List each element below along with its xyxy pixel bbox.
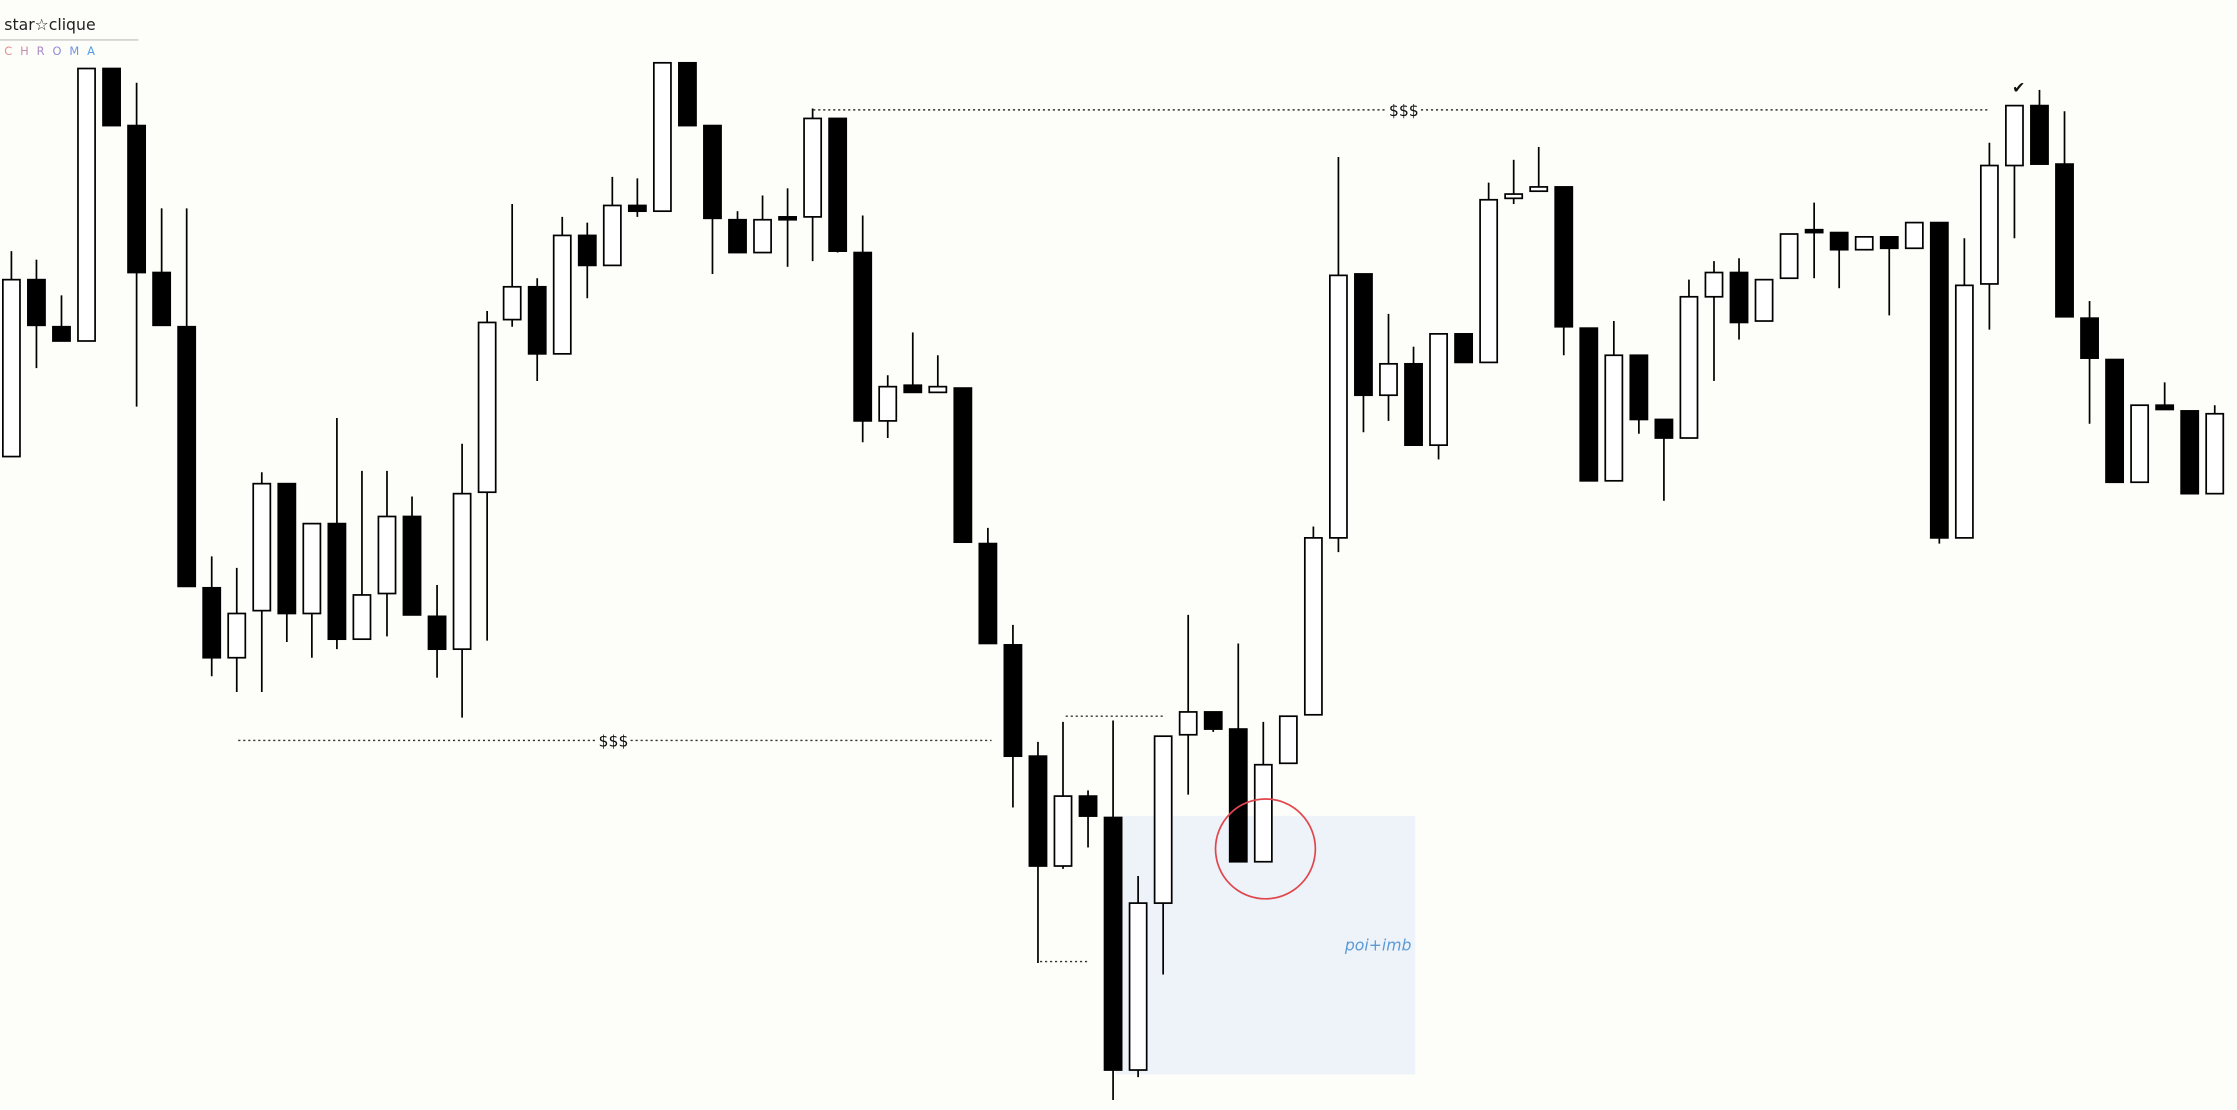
candle-body: [2080, 317, 2099, 359]
candle-body: [577, 234, 597, 267]
candle-body: [1654, 418, 1674, 439]
candle-body: [1278, 715, 1298, 765]
candle-body: [502, 285, 522, 321]
candle-body: [252, 482, 272, 612]
candle-body: [1303, 537, 1323, 716]
candle-body: [1053, 795, 1073, 867]
candle-body: [1979, 164, 1999, 285]
candle-body: [1078, 795, 1098, 817]
brand-sub: C H R O M A: [4, 44, 97, 58]
zone-label: poi+imb: [1344, 935, 1412, 954]
candle-body: [978, 542, 998, 645]
candle-body: [1103, 816, 1123, 1071]
candle-body: [2155, 404, 2175, 411]
candle-body: [1704, 271, 1724, 298]
candle-body: [2030, 104, 2049, 165]
candle-body: [703, 124, 722, 220]
candle-body: [227, 612, 247, 659]
candle-body: [1028, 755, 1048, 867]
candle-body: [27, 278, 46, 327]
candle-body: [1253, 763, 1273, 863]
candle-body: [1504, 193, 1524, 200]
candle-body: [1529, 186, 1549, 193]
candle-body: [202, 586, 222, 659]
candle-body: [427, 615, 447, 651]
candle-body: [753, 218, 772, 254]
candle-body: [878, 385, 898, 422]
candle-body: [452, 492, 472, 651]
candles: [1, 61, 2225, 1100]
candle-body: [803, 117, 823, 218]
candle-body: [127, 124, 147, 274]
candle-body: [402, 515, 422, 616]
candle-body: [1, 278, 21, 458]
candle-body: [1379, 362, 1398, 397]
candle-body: [1003, 644, 1023, 758]
candle-body: [52, 325, 71, 342]
candle-body: [352, 594, 372, 641]
candle-body: [552, 234, 572, 355]
check-mark: ✔: [2012, 78, 2025, 97]
candle-body: [152, 271, 172, 327]
candle-body: [602, 204, 622, 267]
candle-body: [1203, 711, 1223, 730]
candle-body: [1228, 728, 1248, 863]
candle-body: [953, 387, 973, 544]
candle-body: [277, 482, 297, 615]
candle-body: [2205, 412, 2225, 495]
highlight-circle: [1214, 798, 1317, 900]
candle-body: [1954, 284, 1974, 539]
candle-body: [1629, 354, 1649, 421]
candle-body: [1879, 235, 1899, 250]
candle-body: [2105, 358, 2125, 484]
candle-body: [77, 67, 96, 342]
candle-body: [2055, 163, 2074, 318]
candle-body: [477, 321, 497, 494]
candle-body: [928, 385, 948, 394]
candle-body: [1579, 327, 1599, 482]
candle-body: [678, 61, 697, 127]
liquidity-label: $$$: [598, 731, 628, 750]
candle-body: [1329, 274, 1348, 539]
candle-body: [1829, 231, 1849, 251]
candle-body: [728, 218, 747, 254]
candle-body: [828, 117, 848, 252]
candle-body: [652, 61, 672, 213]
candle-body: [377, 515, 397, 595]
candle-body: [627, 204, 647, 213]
candle-body: [1679, 295, 1699, 439]
candle-body: [1429, 333, 1448, 447]
candle-body: [1729, 271, 1749, 324]
candle-body: [1479, 198, 1499, 364]
candle-body: [778, 216, 798, 221]
candle-body: [1854, 235, 1874, 251]
candle-body: [2180, 410, 2200, 495]
candle-body: [1554, 186, 1574, 328]
candle-body: [1153, 735, 1173, 904]
candle-body: [1804, 228, 1824, 234]
candle-body: [1929, 221, 1949, 539]
candle-body: [853, 251, 873, 422]
brand: star☆clique: [4, 15, 95, 34]
candle-body: [1178, 711, 1198, 736]
candle-body: [527, 285, 547, 355]
candle-body: [1354, 273, 1373, 397]
candle-body: [2005, 104, 2024, 167]
candle-body: [177, 325, 197, 588]
candle-body: [1904, 221, 1924, 250]
liquidity-label: $$$: [1389, 101, 1419, 120]
candle-body: [2130, 404, 2150, 484]
candle-body: [1128, 902, 1148, 1071]
candle-body: [1779, 233, 1799, 280]
candle-body: [327, 522, 347, 641]
candle-body: [1404, 362, 1423, 447]
candle-body: [1454, 333, 1474, 364]
candle-body: [903, 384, 923, 394]
candle-body: [1754, 278, 1774, 322]
candle-body: [1604, 354, 1624, 482]
candle-body: [302, 522, 322, 615]
candle-body: [102, 67, 121, 127]
